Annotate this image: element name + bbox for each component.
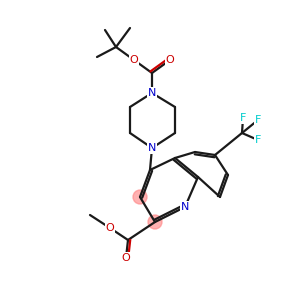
Text: O: O: [166, 55, 174, 65]
Circle shape: [148, 215, 162, 229]
Text: O: O: [130, 55, 138, 65]
Text: N: N: [148, 143, 156, 153]
Text: O: O: [122, 253, 130, 263]
Text: F: F: [255, 135, 261, 145]
Text: F: F: [240, 113, 246, 123]
Text: O: O: [106, 223, 114, 233]
Text: F: F: [255, 115, 261, 125]
Circle shape: [133, 190, 147, 204]
Text: N: N: [181, 202, 189, 212]
Text: N: N: [148, 88, 156, 98]
